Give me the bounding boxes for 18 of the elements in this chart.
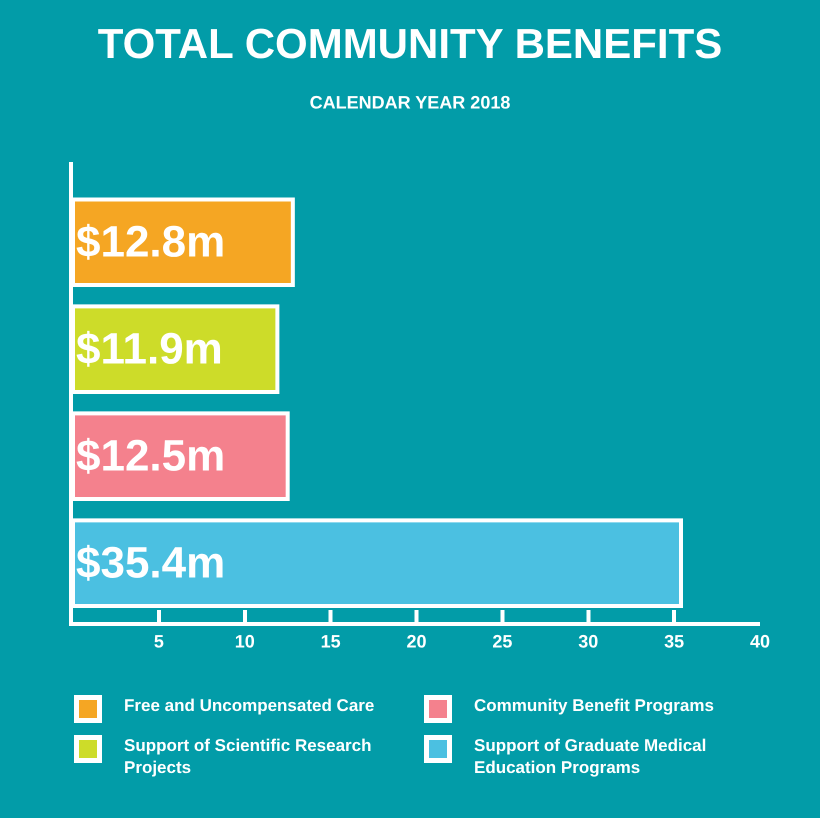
legend-label: Free and Uncompensated Care xyxy=(124,695,376,717)
x-tick-label: 25 xyxy=(492,632,512,652)
x-tick-label: 40 xyxy=(750,632,770,652)
data-label: $12.8m xyxy=(76,218,226,267)
data-label: $12.5m xyxy=(76,432,226,481)
chart-subtitle: CALENDAR YEAR 2018 xyxy=(310,92,510,112)
x-tick-label: 35 xyxy=(664,632,684,652)
data-label: $11.9m xyxy=(76,324,223,374)
legend-label: Community Benefit Programs xyxy=(474,695,715,717)
data-label: $35.4m xyxy=(76,538,226,588)
chart-title: TOTAL COMMUNITY BENEFITS xyxy=(98,20,722,68)
x-tick-label: 15 xyxy=(320,632,341,652)
x-tick-label: 30 xyxy=(578,632,598,652)
legend-label: Support of Graduate Medical Education Programs xyxy=(474,735,708,779)
x-tick-label: 10 xyxy=(234,632,255,652)
x-tick-label: 20 xyxy=(406,632,427,652)
legend-label: Support of Scientific Research Projects xyxy=(124,735,372,779)
x-tick-label: 5 xyxy=(154,632,164,652)
